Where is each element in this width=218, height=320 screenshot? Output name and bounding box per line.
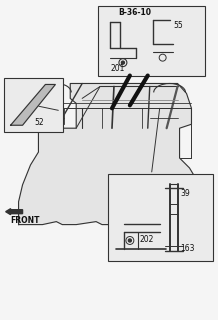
Polygon shape: [11, 84, 55, 125]
Circle shape: [121, 61, 124, 64]
Bar: [44, 108, 64, 124]
Text: 39: 39: [181, 189, 190, 198]
Text: 55: 55: [174, 21, 183, 30]
Text: 52: 52: [35, 118, 44, 127]
Text: 201: 201: [111, 64, 125, 73]
Bar: [108, 174, 213, 261]
Text: FRONT: FRONT: [11, 216, 40, 225]
FancyArrow shape: [6, 209, 22, 215]
Circle shape: [128, 239, 131, 242]
Bar: [98, 6, 205, 76]
Bar: [4, 77, 63, 132]
Polygon shape: [19, 84, 206, 225]
Text: 163: 163: [181, 244, 195, 253]
Text: 202: 202: [140, 235, 154, 244]
Text: B-36-10: B-36-10: [118, 8, 151, 18]
